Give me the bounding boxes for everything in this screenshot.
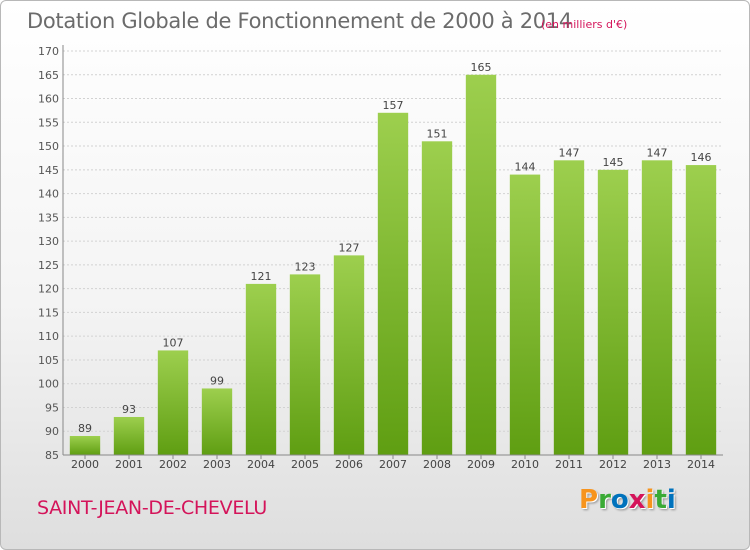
x-tick-label: 2011 [555, 458, 583, 471]
x-tick-label: 2002 [159, 458, 187, 471]
bar-2004[interactable] [245, 283, 277, 455]
y-tick-label: 145 [38, 164, 59, 177]
axes: 85 90 95 100 105 110 115 120 125 130 135 140 145 150 1… [38, 45, 723, 471]
data-label: 147 [559, 146, 580, 159]
x-tick-label: 2006 [335, 458, 363, 471]
bar-2010[interactable] [509, 174, 541, 455]
commune-name: SAINT-JEAN-DE-CHEVELU [37, 497, 267, 519]
y-tick-label: 125 [38, 259, 59, 272]
logo-letter: t [654, 485, 667, 515]
logo-letter: i [666, 485, 676, 515]
logo-letter: x [628, 485, 646, 515]
y-tick-label: 100 [38, 378, 59, 391]
bar-2000[interactable] [69, 435, 101, 455]
bar-2007[interactable] [377, 112, 409, 455]
bar-2014[interactable] [685, 165, 717, 455]
data-label: 147 [647, 146, 668, 159]
bar-2012[interactable] [597, 169, 629, 455]
proxiti-logo[interactable]: Proxiti [579, 485, 676, 515]
y-tick-label: 170 [38, 45, 59, 58]
bar-2013[interactable] [641, 160, 673, 456]
y-tick-label: 150 [38, 140, 59, 153]
x-tick-label: 2008 [423, 458, 451, 471]
y-tick-label: 160 [38, 93, 59, 106]
x-tick-label: 2005 [291, 458, 319, 471]
y-tick-label: 135 [38, 211, 59, 224]
x-tick-label: 2001 [115, 458, 143, 471]
data-label: 145 [603, 156, 624, 169]
bar-2008[interactable] [421, 141, 453, 455]
y-tick-label: 120 [38, 283, 59, 296]
y-tick-label: 115 [38, 306, 59, 319]
bar-2009[interactable] [465, 74, 497, 455]
y-tick-label: 130 [38, 235, 59, 248]
bar-2006[interactable] [333, 255, 365, 455]
x-tick-label: 2004 [247, 458, 275, 471]
data-label: 144 [515, 161, 536, 174]
y-tick-label: 105 [38, 354, 59, 367]
x-tick-label: 2014 [687, 458, 715, 471]
data-label: 157 [383, 99, 404, 112]
data-label: 165 [471, 61, 492, 74]
y-tick-label: 95 [45, 401, 59, 414]
bar-2002[interactable] [157, 350, 189, 455]
y-tick-label: 110 [38, 330, 59, 343]
data-label: 146 [691, 151, 712, 164]
bar-2011[interactable] [553, 160, 585, 456]
logo-letter: r [598, 485, 611, 515]
x-tick-label: 2010 [511, 458, 539, 471]
bar-2003[interactable] [201, 388, 233, 455]
chart-subtitle: (en milliers d'€) [541, 18, 628, 31]
bar-2001[interactable] [113, 416, 145, 455]
data-label: 121 [251, 270, 272, 283]
data-label: 99 [210, 374, 224, 387]
data-label: 151 [427, 127, 448, 140]
y-tick-label: 90 [45, 425, 59, 438]
x-tick-label: 2009 [467, 458, 495, 471]
x-tick-label: 2003 [203, 458, 231, 471]
data-label: 89 [78, 422, 92, 435]
logo-letter: i [645, 485, 655, 515]
bar-2005[interactable] [289, 274, 321, 455]
x-tick-label: 2012 [599, 458, 627, 471]
y-tick-label: 155 [38, 116, 59, 129]
x-tick-label: 2000 [71, 458, 99, 471]
data-label: 127 [339, 241, 360, 254]
x-tick-label: 2013 [643, 458, 671, 471]
data-label: 123 [295, 260, 316, 273]
y-tick-label: 85 [45, 449, 59, 462]
data-label: 107 [163, 336, 184, 349]
bars: 89 93 107 99 121 123 127 157 151 165 144 147 145 147 1… [69, 61, 717, 456]
logo-letter: o [610, 485, 629, 515]
data-label: 93 [122, 403, 136, 416]
y-tick-label: 165 [38, 69, 59, 82]
y-tick-label: 140 [38, 188, 59, 201]
logo-letter: P [579, 485, 599, 515]
chart-title: Dotation Globale de Fonctionnement de 20… [27, 9, 572, 33]
x-tick-label: 2007 [379, 458, 407, 471]
